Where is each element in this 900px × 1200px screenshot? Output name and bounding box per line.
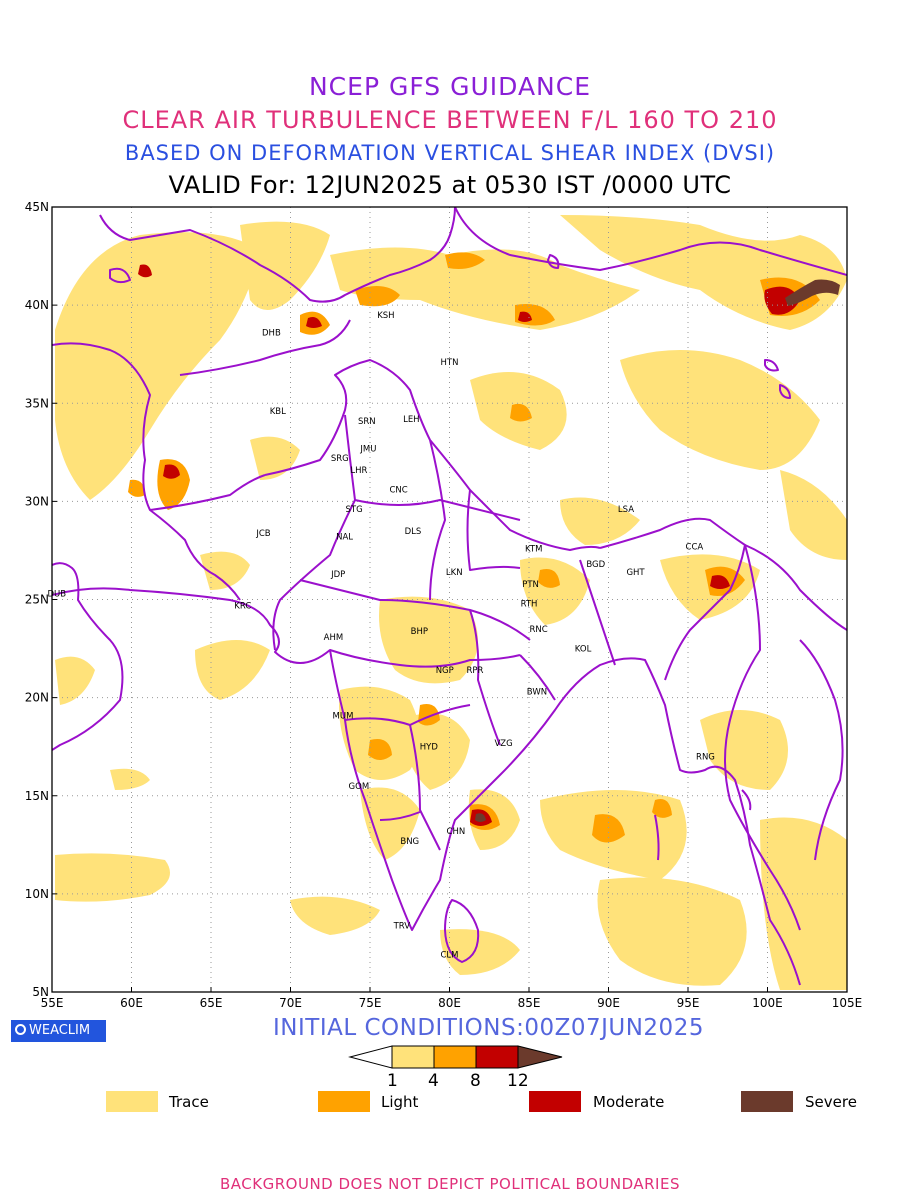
- station-label-ngp: NGP: [436, 666, 454, 676]
- station-label-bgd: BGD: [586, 560, 605, 570]
- turbulence-shading: [55, 215, 847, 990]
- station-label-trv: TRV: [393, 921, 411, 931]
- station-label-srn: SRN: [358, 417, 376, 427]
- lon-tick-label: 70E: [279, 996, 302, 1010]
- station-label-kol: KOL: [575, 645, 592, 655]
- station-label-dls: DLS: [405, 527, 422, 537]
- station-label-bng: BNG: [400, 837, 419, 847]
- station-label-krc: KRC: [234, 601, 251, 611]
- station-label-kbl: KBL: [270, 407, 286, 417]
- lat-tick-label: 5N: [32, 985, 49, 999]
- graticule: [52, 207, 847, 992]
- station-label-nal: NAL: [336, 533, 353, 543]
- title-guidance: NCEP GFS GUIDANCE: [308, 72, 591, 101]
- lat-tick-label: 15N: [25, 789, 49, 803]
- station-label-leh: LEH: [403, 415, 420, 425]
- lon-tick-label: 65E: [200, 996, 223, 1010]
- colorbar-high-triangle: [517, 1045, 563, 1069]
- colorbar-label-8: 8: [470, 1071, 481, 1091]
- lon-tick-label: 60E: [120, 996, 143, 1010]
- lat-tick-label: 10N: [25, 887, 49, 901]
- station-label-rnc: RNC: [529, 625, 547, 635]
- coastlines-boundaries: [52, 207, 847, 986]
- legend-swatch-light: [318, 1091, 370, 1112]
- station-label-ksh: KSH: [377, 311, 394, 321]
- lon-tick-label: 75E: [359, 996, 382, 1010]
- station-label-ktm: KTM: [525, 544, 542, 554]
- legend-label-moderate: Moderate: [593, 1093, 665, 1111]
- latitude-tick-labels: 45N 40N 35N 30N 25N 20N 15N 10N 5N: [25, 200, 57, 999]
- station-label-dub: DUB: [47, 590, 66, 600]
- lat-tick-label: 40N: [25, 298, 49, 312]
- station-label-stg: STG: [346, 505, 363, 515]
- lon-tick-label: 100E: [752, 996, 783, 1010]
- station-label-clm: CLM: [440, 951, 458, 961]
- station-label-mum: MUM: [333, 711, 354, 721]
- colorbar-light: [433, 1045, 477, 1069]
- footer-disclaimer: BACKGROUND DOES NOT DEPICT POLITICAL BOU…: [220, 1175, 680, 1193]
- station-label-vzg: VZG: [494, 739, 512, 749]
- station-label-lsa: LSA: [618, 505, 634, 515]
- station-label-bhp: BHP: [411, 627, 428, 637]
- station-label-ptn: PTN: [522, 580, 539, 590]
- legend-label-severe: Severe: [805, 1093, 857, 1111]
- lat-tick-label: 20N: [25, 691, 49, 705]
- station-label-htn: HTN: [441, 358, 459, 368]
- colorbar-label-1: 1: [387, 1071, 398, 1091]
- lat-tick-label: 30N: [25, 494, 49, 508]
- station-label-ahm: AHM: [324, 633, 344, 643]
- colorbar-moderate: [475, 1045, 519, 1069]
- station-label-gom: GOM: [349, 782, 370, 792]
- colorbar-label-12: 12: [507, 1071, 529, 1091]
- lon-tick-label: 55E: [41, 996, 64, 1010]
- lon-tick-label: 80E: [438, 996, 461, 1010]
- station-label-jmu: JMU: [359, 444, 376, 454]
- station-label-rth: RTH: [521, 599, 538, 609]
- legend-swatch-trace: [106, 1091, 158, 1112]
- lat-tick-label: 45N: [25, 200, 49, 214]
- initial-conditions-label: INITIAL CONDITIONS:00Z07JUN2025: [273, 1015, 704, 1041]
- station-label-bwn: BWN: [527, 688, 547, 698]
- legend-swatch-severe: [741, 1091, 793, 1112]
- station-label-lkn: LKN: [446, 568, 463, 578]
- map-container: 55E 60E 65E 70E 75E 80E 85E 90E 95E 100E 105E 45N 4…: [25, 200, 863, 1010]
- colorbar-trace: [391, 1045, 435, 1069]
- colorbar-label-4: 4: [428, 1071, 439, 1091]
- lon-tick-label: 95E: [677, 996, 700, 1010]
- title-method: BASED ON DEFORMATION VERTICAL SHEAR INDE…: [124, 141, 776, 165]
- station-label-rpr: RPR: [466, 666, 483, 676]
- station-label-cca: CCA: [686, 543, 704, 553]
- station-label-dhb: DHB: [262, 329, 281, 339]
- station-label-srg: SRG: [331, 454, 349, 464]
- station-label-jdp: JDP: [330, 570, 345, 580]
- station-label-rng: RNG: [696, 753, 715, 763]
- legend-label-trace: Trace: [169, 1093, 209, 1111]
- longitude-tick-labels: 55E 60E 65E 70E 75E 80E 85E 90E 95E 100E 105E: [41, 987, 863, 1010]
- lon-tick-label: 85E: [518, 996, 541, 1010]
- turbulence-map: 55E 60E 65E 70E 75E 80E 85E 90E 95E 100E 105E 45N4…: [25, 200, 863, 1010]
- title-product: CLEAR AIR TURBULENCE BETWEEN F/L 160 TO …: [122, 106, 778, 134]
- station-label-jcb: JCB: [255, 529, 270, 539]
- lon-tick-label: 90E: [597, 996, 620, 1010]
- lat-tick-label: 25N: [25, 593, 49, 607]
- logo-ring-icon: [15, 1024, 26, 1035]
- colorbar-low-triangle: [348, 1045, 393, 1069]
- weaclim-logo: WEACLIM: [11, 1020, 106, 1042]
- station-label-hyd: HYD: [420, 743, 439, 753]
- legend-swatch-moderate: [529, 1091, 581, 1112]
- station-label-chn: CHN: [447, 827, 466, 837]
- station-label-cnc: CNC: [390, 486, 408, 496]
- legend-label-light: Light: [381, 1093, 419, 1111]
- colorbar: [348, 1045, 563, 1069]
- title-valid-time: VALID For: 12JUN2025 at 0530 IST /0000 U…: [168, 171, 732, 199]
- lon-tick-label: 105E: [832, 996, 863, 1010]
- station-label-ght: GHT: [626, 568, 645, 578]
- station-label-lhr: LHR: [350, 466, 367, 476]
- logo-text: WEACLIM: [29, 1023, 91, 1038]
- lat-tick-label: 35N: [25, 396, 49, 410]
